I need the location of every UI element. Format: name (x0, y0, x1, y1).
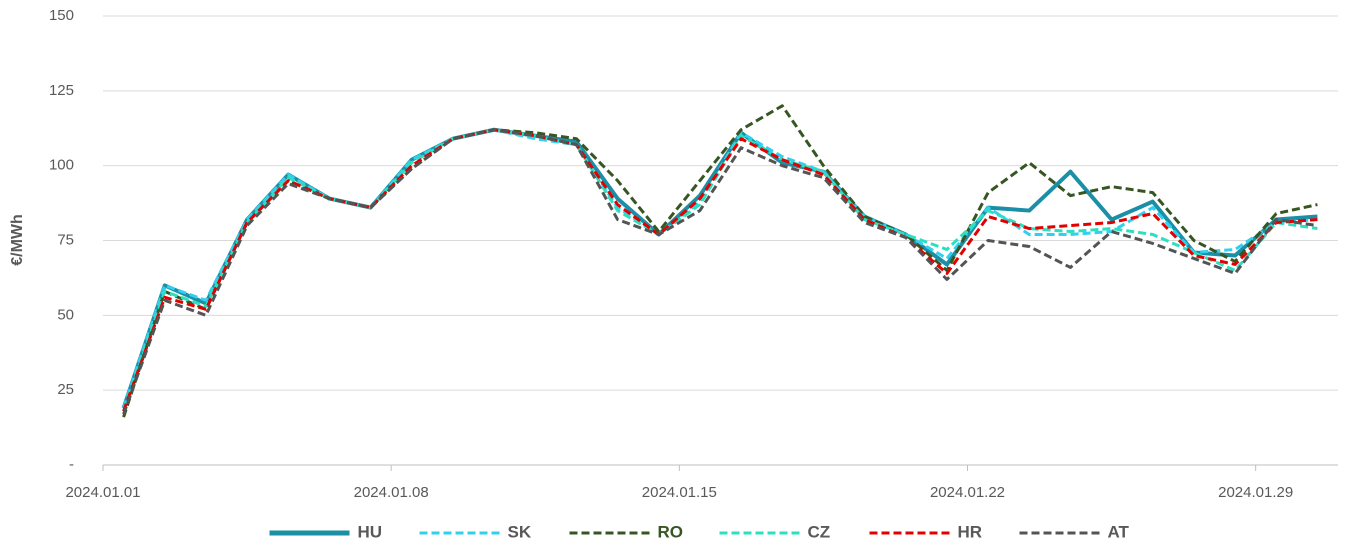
legend-label: HR (958, 522, 983, 541)
line-series (122, 128, 1318, 412)
legend-label: AT (1108, 522, 1130, 541)
y-tick-label: 50 (57, 306, 74, 323)
legend-label: CZ (808, 522, 831, 541)
x-tick-label: 2024.01.29 (1218, 484, 1293, 501)
x-tick-label: 2024.01.22 (930, 484, 1005, 501)
line-series (122, 104, 1318, 418)
y-tick-label: 125 (49, 82, 74, 99)
legend-label: RO (658, 522, 684, 541)
y-tick-label: 150 (49, 7, 74, 24)
legend-label: HU (358, 522, 383, 541)
x-tick-label: 2024.01.15 (642, 484, 717, 501)
x-tick-label: 2024.01.01 (65, 484, 140, 501)
y-tick-label: 100 (49, 157, 74, 174)
line-series (121, 127, 1318, 409)
line-series (122, 128, 1318, 415)
y-axis-label: €/MWh (9, 214, 26, 266)
legend-label: SK (508, 522, 532, 541)
line-series (122, 128, 1318, 409)
y-tick-label: - (69, 456, 74, 473)
y-tick-label: 75 (57, 231, 74, 248)
line-series (122, 128, 1318, 412)
y-tick-label: 25 (57, 381, 74, 398)
x-tick-label: 2024.01.08 (354, 484, 429, 501)
